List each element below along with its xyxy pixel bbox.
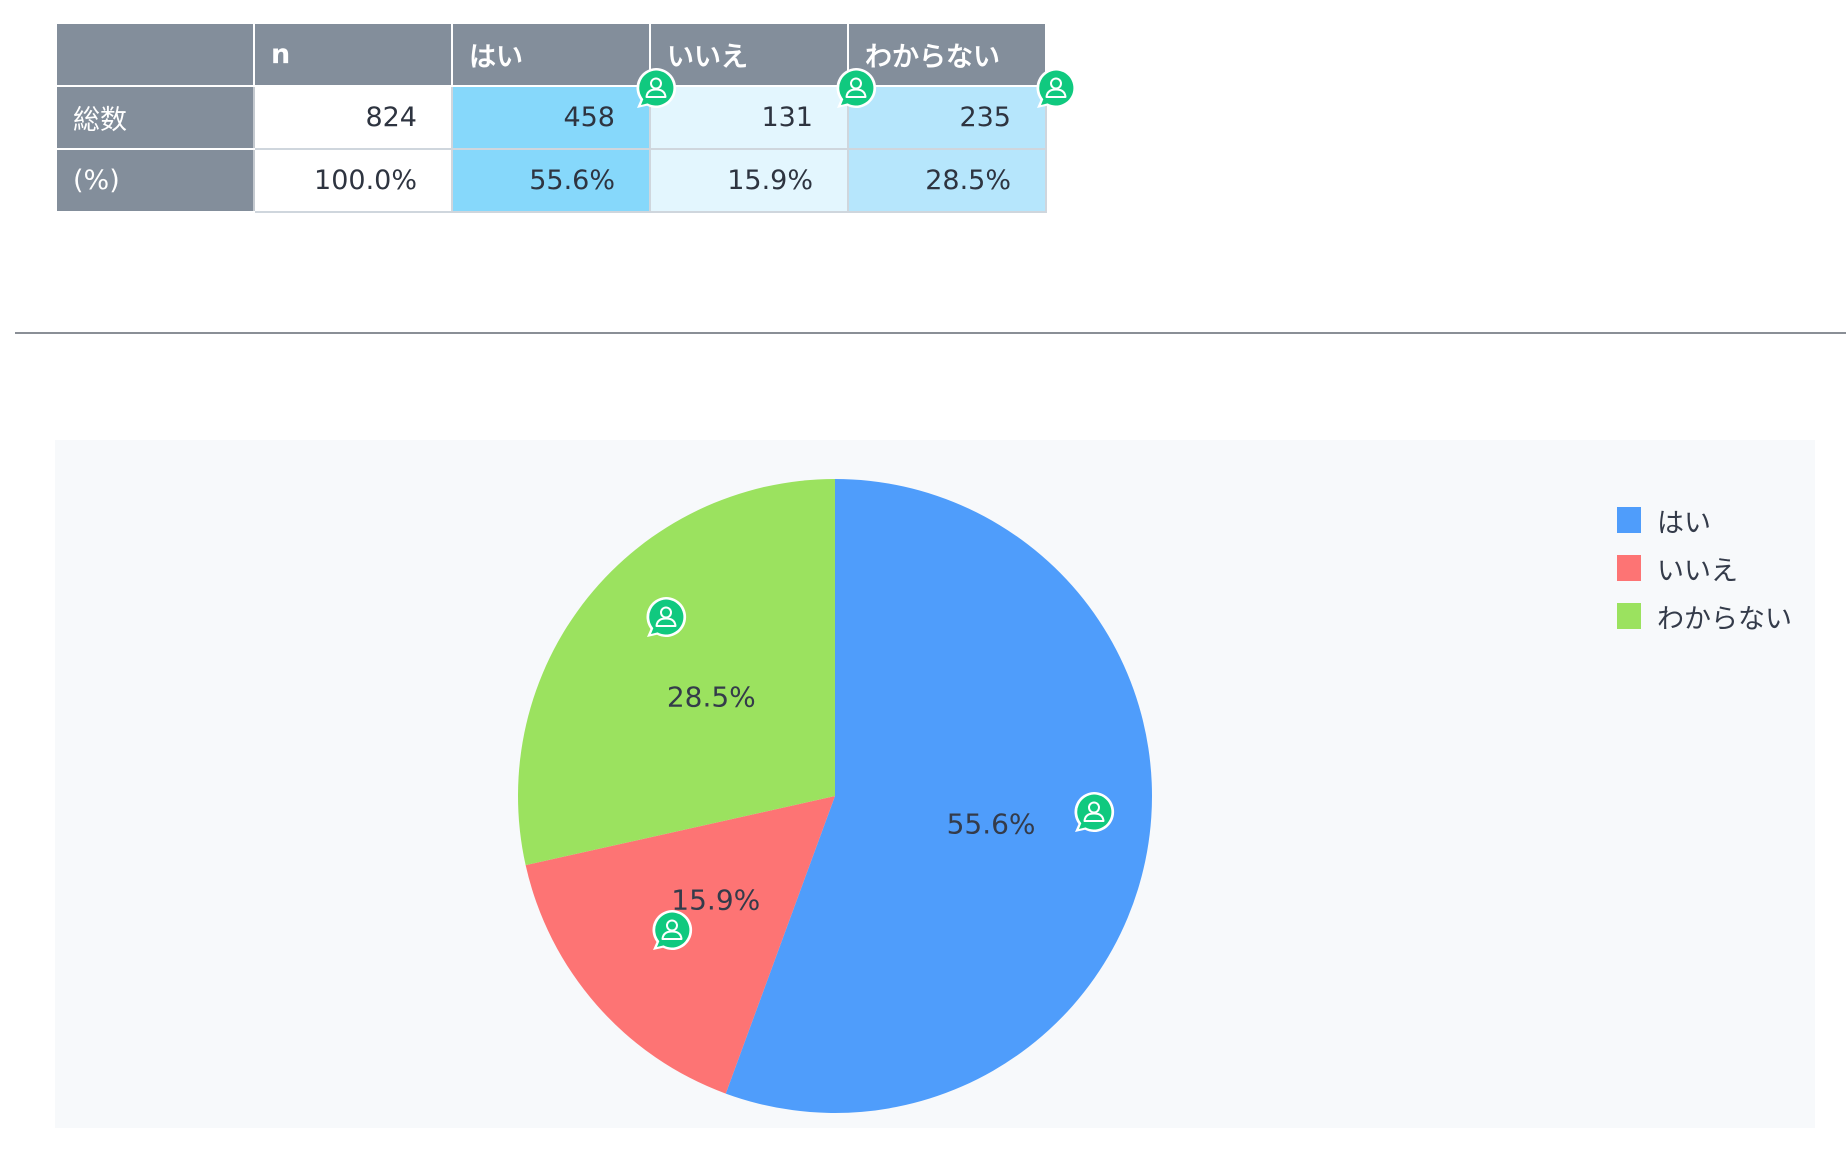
results-table: n はい いいえ わからない 総数 824 458 131 235 (%) 10… <box>55 22 1047 213</box>
comment-user-icon[interactable] <box>644 595 688 639</box>
cell-total-n: 824 <box>253 85 453 150</box>
pie-slice-unknown[interactable] <box>518 479 835 866</box>
legend-swatch <box>1617 507 1641 533</box>
cell-total-no: 131 <box>649 85 849 150</box>
legend-swatch <box>1617 603 1641 629</box>
legend-swatch <box>1617 555 1641 581</box>
legend-label: いいえ <box>1657 555 1738 587</box>
comment-user-icon[interactable] <box>1072 790 1116 834</box>
comment-user-icon[interactable] <box>834 66 878 110</box>
legend-item-yes[interactable]: はい <box>1617 496 1792 544</box>
header-unknown: わからない <box>847 22 1047 87</box>
pie-slice-yes[interactable] <box>725 479 1152 1113</box>
table-row: (%) 100.0% 55.6% 15.9% 28.5% <box>55 148 1047 213</box>
slice-label-unknown: 28.5% <box>666 680 756 714</box>
header-n: n <box>253 22 453 87</box>
table-row: 総数 824 458 131 235 <box>55 85 1047 150</box>
legend-item-no[interactable]: いいえ <box>1617 544 1792 592</box>
comment-user-icon[interactable] <box>1034 66 1078 110</box>
table-header-row: n はい いいえ わからない <box>55 22 1047 87</box>
header-no: いいえ <box>649 22 849 87</box>
pie-chart <box>518 479 1152 1113</box>
row-label-total: 総数 <box>55 85 255 150</box>
legend-label: はい <box>1657 507 1711 539</box>
slice-label-no: 15.9% <box>671 883 761 917</box>
row-label-percent: (%) <box>55 148 255 213</box>
cell-percent-n: 100.0% <box>253 148 453 213</box>
chart-legend: はい いいえ わからない <box>1617 496 1792 640</box>
cell-percent-yes: 55.6% <box>451 148 651 213</box>
cell-percent-unknown: 28.5% <box>847 148 1047 213</box>
header-corner <box>55 22 255 87</box>
pie-chart-panel: 55.6% 15.9% 28.5% はい いいえ わからない <box>55 440 1815 1128</box>
header-yes: はい <box>451 22 651 87</box>
slice-label-yes: 55.6% <box>946 807 1036 841</box>
cell-percent-no: 15.9% <box>649 148 849 213</box>
legend-label: わからない <box>1657 603 1792 635</box>
comment-user-icon[interactable] <box>634 66 678 110</box>
cell-total-yes: 458 <box>451 85 651 150</box>
comment-user-icon[interactable] <box>650 908 694 952</box>
section-divider <box>15 332 1846 334</box>
legend-item-unknown[interactable]: わからない <box>1617 592 1792 640</box>
cell-total-unknown: 235 <box>847 85 1047 150</box>
